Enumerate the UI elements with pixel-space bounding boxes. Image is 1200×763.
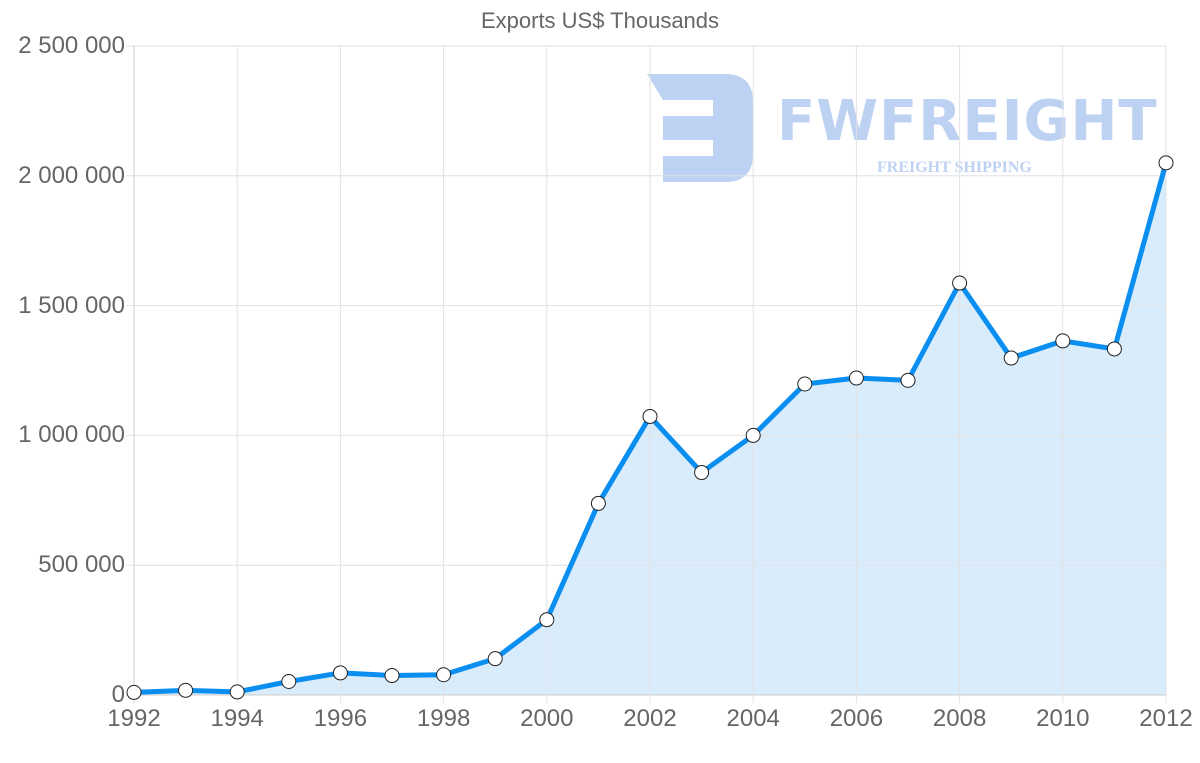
data-point-marker[interactable] [384, 668, 400, 684]
x-tick-label: 2004 [726, 705, 780, 732]
fwfreight-logo-icon [647, 74, 753, 182]
x-tick-label: 1994 [210, 705, 264, 732]
watermark-brand: FWFREIGHT [777, 89, 1158, 154]
data-point-marker[interactable] [178, 682, 194, 698]
y-tick-label: 1 500 000 [18, 291, 125, 319]
data-point-marker[interactable] [229, 684, 245, 700]
x-tick-label: 2010 [1036, 705, 1090, 732]
y-tick-label: 1 000 000 [18, 421, 125, 449]
x-tick-label: 2008 [932, 705, 987, 732]
data-point-marker[interactable] [281, 674, 297, 690]
data-point-marker[interactable] [1106, 341, 1122, 357]
x-tick-label: 2002 [623, 705, 677, 732]
chart-title: Exports US$ Thousands [480, 8, 720, 33]
data-point-marker[interactable] [590, 495, 606, 511]
data-point-marker[interactable] [126, 684, 142, 700]
x-tick-label: 2000 [520, 705, 574, 732]
y-tick-label: 0 [111, 681, 125, 708]
watermark-tagline: FREIGHT SHIPPING [877, 159, 1032, 176]
x-tick-label: 2012 [1139, 705, 1193, 732]
data-point-marker[interactable] [487, 651, 503, 667]
data-point-marker[interactable] [642, 408, 658, 424]
fwfreight-watermark: FWFREIGHT FREIGHT SHIPPING [645, 72, 1165, 184]
y-tick-label: 2 000 000 [18, 161, 125, 189]
data-point-marker[interactable] [694, 465, 710, 481]
x-tick-label: 1992 [107, 705, 161, 732]
data-point-marker[interactable] [952, 275, 968, 291]
data-point-marker[interactable] [539, 612, 555, 628]
data-point-marker[interactable] [1055, 333, 1071, 349]
data-point-marker[interactable] [848, 370, 864, 386]
x-tick-label: 2006 [829, 705, 884, 732]
x-tick-label: 1996 [313, 705, 368, 732]
x-tick-label: 1998 [416, 705, 471, 732]
data-point-marker[interactable] [332, 665, 348, 681]
y-tick-label: 2 500 000 [18, 32, 125, 59]
data-point-marker[interactable] [900, 372, 916, 388]
data-point-marker[interactable] [1158, 155, 1174, 171]
data-point-marker[interactable] [436, 667, 452, 683]
data-point-marker[interactable] [797, 376, 813, 392]
data-point-marker[interactable] [745, 427, 761, 443]
data-point-marker[interactable] [1003, 350, 1019, 366]
y-tick-label: 500 000 [38, 551, 125, 579]
